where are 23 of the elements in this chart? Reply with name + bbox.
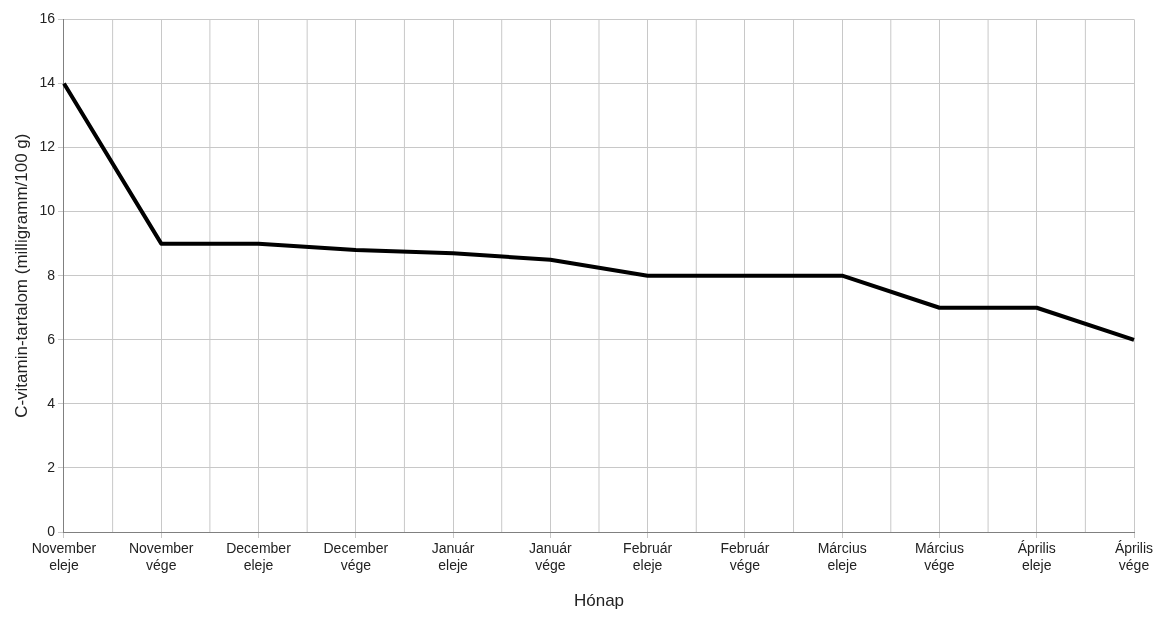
x-tick-label: November vége xyxy=(128,540,194,574)
x-tick-label: Január eleje xyxy=(431,540,475,574)
y-tick-label: 0 xyxy=(47,522,56,539)
x-tick-label: Február vége xyxy=(720,540,770,574)
x-axis-title: Hónap xyxy=(573,591,625,611)
y-tick-label: 4 xyxy=(47,394,56,411)
x-tick-label: Április eleje xyxy=(1017,540,1056,574)
y-tick-label: 16 xyxy=(39,10,56,27)
x-tick-label: November eleje xyxy=(31,540,97,574)
x-tick-label: Április vége xyxy=(1114,540,1154,574)
y-tick-label: 8 xyxy=(47,266,56,283)
y-tick-label: 14 xyxy=(39,74,56,91)
y-tick-label: 6 xyxy=(47,330,56,347)
y-tick-label: 2 xyxy=(47,458,56,475)
x-tick-label: December vége xyxy=(323,540,389,574)
y-tick-label: 12 xyxy=(39,138,56,155)
x-tick-label: December eleje xyxy=(226,540,292,574)
x-tick-label: Március eleje xyxy=(817,540,867,574)
x-tick-label: Január vége xyxy=(528,540,573,574)
x-tick-label: Február eleje xyxy=(623,540,673,574)
y-tick-label: 10 xyxy=(39,202,56,219)
y-axis-title: C-vitamin-tartalom (milligramm/100 g) xyxy=(11,133,31,418)
x-tick-label: Március vége xyxy=(914,540,964,574)
